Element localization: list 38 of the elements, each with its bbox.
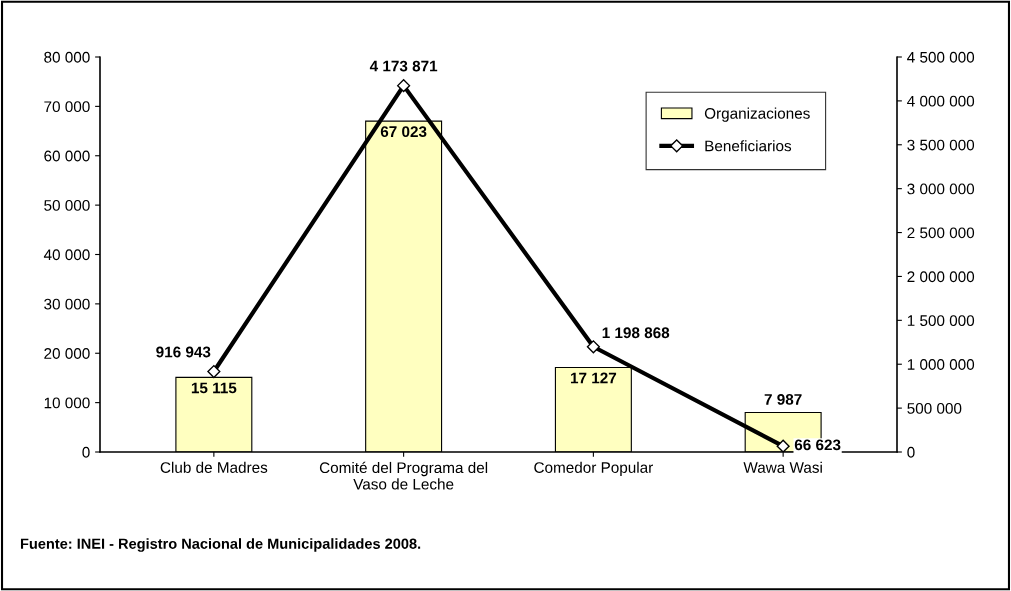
legend-label: Beneficiarios <box>705 140 792 152</box>
point <box>586 340 600 354</box>
x-tick-label: Club de Madres <box>160 461 268 473</box>
y-tick-label: 60 000 <box>44 150 90 162</box>
y-tick-label: 50 000 <box>44 199 90 211</box>
y2-tick-label: 3 000 000 <box>907 183 975 195</box>
point <box>207 364 221 379</box>
data-label: 17 127 <box>570 372 617 384</box>
y2-tick-label: 0 <box>907 446 915 458</box>
legend-label: Organizaciones <box>704 107 810 122</box>
y2-tick-label: 4 000 000 <box>907 95 975 107</box>
y-tick-label: 80 000 <box>44 51 90 63</box>
y-tick-label: 20 000 <box>44 348 90 359</box>
y-tick-label: 10 000 <box>44 397 90 409</box>
y2-tick-label: 2 000 000 <box>907 271 975 283</box>
x-tick-label: Wawa Wasi <box>743 461 822 473</box>
data-label: 7 987 <box>764 393 802 405</box>
y2-tick-label: 4 500 000 <box>907 51 975 63</box>
y2-tick-label: 500 000 <box>907 402 962 414</box>
x-tick-label: Comité del Programa del Vaso de Leche <box>319 461 488 490</box>
data-label: 1 198 868 <box>602 327 670 339</box>
point <box>776 439 790 452</box>
data-label: 4 173 871 <box>369 60 438 72</box>
data-label: 67 023 <box>380 126 427 138</box>
y-tick-label: 70 000 <box>44 101 90 113</box>
y2-tick-label: 2 500 000 <box>907 227 975 239</box>
source-note: Fuente: INEI - Registro Nacional de Municipalidades 2008. <box>20 538 421 552</box>
data-label: 916 943 <box>156 346 211 358</box>
y-tick-label: 30 000 <box>44 298 90 310</box>
y2-tick-label: 3 500 000 <box>907 139 975 151</box>
y2-tick-label: 1 000 000 <box>907 359 975 370</box>
data-label: 66 623 <box>794 439 841 451</box>
data-label: 15 115 <box>191 382 237 394</box>
x-tick-label: Comedor Popular <box>534 461 653 476</box>
y-tick-label: 40 000 <box>43 249 90 261</box>
point <box>397 79 411 93</box>
y-tick-label: 0 <box>82 446 90 458</box>
y2-tick-label: 1 500 000 <box>907 315 975 327</box>
